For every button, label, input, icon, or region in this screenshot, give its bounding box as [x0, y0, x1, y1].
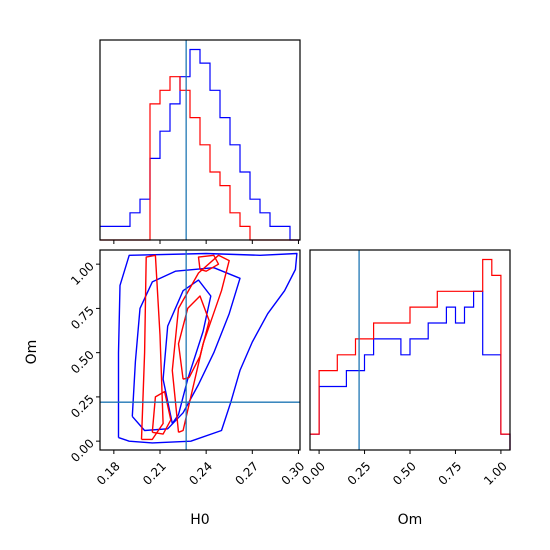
- x-tick-label: 1.00: [481, 459, 510, 488]
- contour-red-1: [171, 254, 230, 433]
- x-tick-label: 0.75: [436, 459, 465, 488]
- histogram-red-hist-Om: [310, 258, 511, 450]
- histogram-red-hist-H0: [100, 76, 300, 241]
- x-tick-label: 0.27: [232, 459, 261, 488]
- x-tick-label: 0.00: [299, 459, 328, 488]
- y-tick-label: 0.25: [68, 392, 97, 421]
- y-tick-label: 0.00: [68, 436, 97, 465]
- axes-frame-hist-H0: [99, 39, 301, 241]
- x-tick-label: 0.50: [390, 459, 419, 488]
- contour-red-4: [197, 254, 220, 272]
- contour-red-3: [177, 295, 210, 380]
- contour-panel-H0-Om: 0.000.250.500.751.000.18 0.21 0.24 0.27 0.30: [68, 249, 307, 488]
- x-tick-label: 0.25: [345, 459, 374, 488]
- y-axis-label-Om: Om: [24, 340, 40, 365]
- histogram-blue-hist-H0: [100, 48, 300, 241]
- y-tick-label: 1.00: [68, 259, 97, 288]
- contour-blue-0: [117, 252, 298, 444]
- x-axis-label-H0: H0: [190, 512, 209, 528]
- x-tick-label: 0.18: [94, 459, 123, 488]
- contour-red-0: [140, 254, 164, 441]
- histogram-panel-H0: [99, 39, 301, 244]
- x-tick-label: 0.24: [186, 459, 215, 488]
- axes-frame-contour-H0-Om: [99, 249, 301, 451]
- histogram-panel-Om: 0.00 0.25 0.50 0.75 1.00: [299, 249, 511, 488]
- y-tick-label: 0.50: [68, 348, 97, 377]
- contour-blue-1: [131, 267, 241, 432]
- x-tick-label: 0.21: [140, 459, 169, 488]
- x-axis-label-Om: Om: [398, 512, 423, 528]
- y-tick-label: 0.75: [68, 303, 97, 332]
- contour-blue-2: [162, 279, 212, 424]
